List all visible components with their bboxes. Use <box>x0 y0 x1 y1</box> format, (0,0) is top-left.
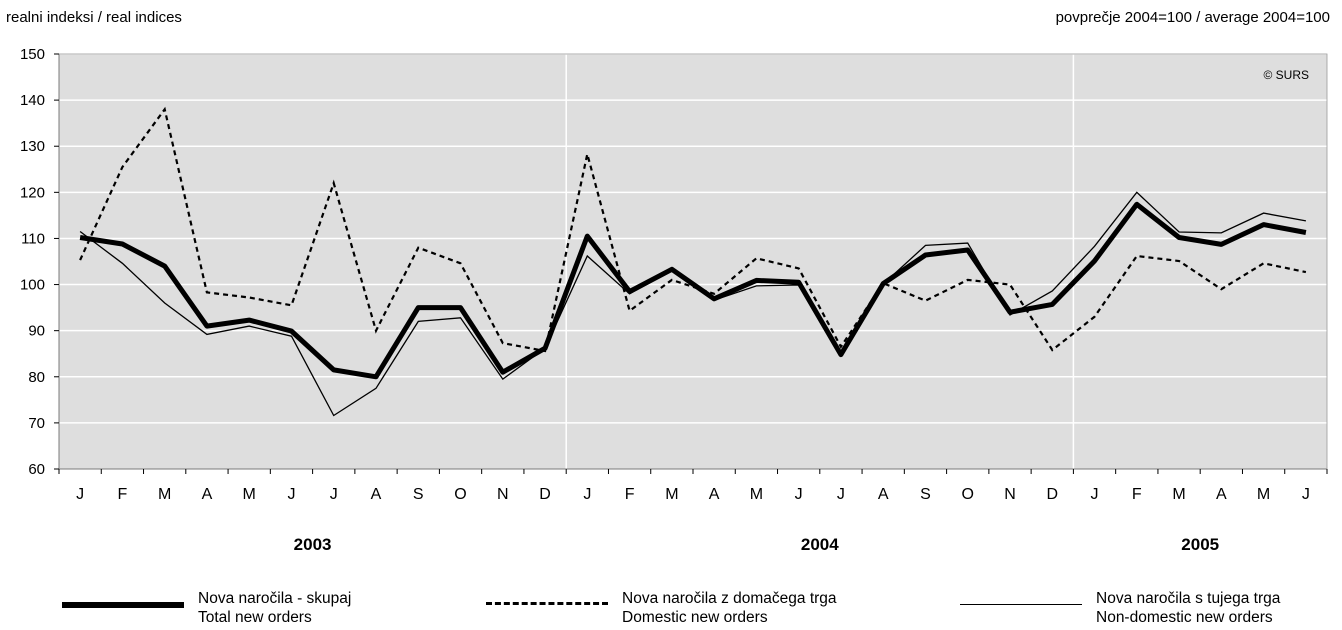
x-tick-label: M <box>1257 486 1270 503</box>
legend-label-nondomestic-en: Non-domestic new orders <box>1096 609 1273 626</box>
legend-item-nondomestic: Nova naročila s tujega trga Non-domestic… <box>960 589 1280 627</box>
y-tick-label: 140 <box>20 92 45 109</box>
x-tick-label: J <box>837 486 845 503</box>
base-label: povprečje 2004=100 / average 2004=100 <box>1055 9 1330 26</box>
x-tick-label: S <box>920 486 931 503</box>
legend-item-domestic: Nova naročila z domačega trga Domestic n… <box>486 589 837 627</box>
x-tick-label: A <box>709 486 720 503</box>
y-tick-label: 80 <box>28 369 45 386</box>
plot-area <box>59 54 1327 469</box>
x-tick-label: J <box>287 486 295 503</box>
x-tick-label: O <box>962 486 974 503</box>
x-tick-label: J <box>330 486 338 503</box>
y-tick-label: 110 <box>21 230 45 247</box>
year-label: 2003 <box>294 535 332 554</box>
units-label: realni indeksi / real indices <box>6 9 182 26</box>
x-tick-label: A <box>202 486 213 503</box>
x-tick-label: M <box>1172 486 1185 503</box>
y-tick-label: 70 <box>28 415 45 432</box>
legend-label-domestic-sl: Nova naročila z domačega trga <box>622 590 837 607</box>
y-tick-label: 100 <box>20 277 45 294</box>
x-tick-label: J <box>795 486 803 503</box>
y-tick-label: 90 <box>28 323 45 340</box>
year-labels: 2003 2004 2005 <box>294 535 1219 554</box>
x-tick-label: M <box>158 486 171 503</box>
x-tick-label: J <box>76 486 84 503</box>
y-tick-label: 60 <box>28 461 45 478</box>
line-chart: 150 140 130 120 110 100 90 80 70 60 J F M A M J J A S O N D J… <box>20 46 1328 554</box>
x-tick-label: A <box>878 486 889 503</box>
legend-label-total-sl: Nova naročila - skupaj <box>198 590 352 607</box>
x-tick-label: M <box>750 486 763 503</box>
series-line-thick <box>79 201 1307 380</box>
y-tick-label: 120 <box>20 184 45 201</box>
x-tick-label: N <box>1004 486 1016 503</box>
year-dividers <box>565 54 1075 469</box>
legend-swatch-thin <box>960 604 1082 605</box>
y-axis-ticks: 150 140 130 120 110 100 90 80 70 60 <box>20 46 59 478</box>
y-tick-label: 130 <box>20 138 45 155</box>
x-tick-label: F <box>1132 486 1142 503</box>
legend-item-total: Nova naročila - skupaj Total new orders <box>62 589 351 627</box>
x-tick-label: A <box>1216 486 1227 503</box>
legend-swatch-thick <box>62 602 184 608</box>
year-label: 2005 <box>1181 535 1219 554</box>
legend-label-nondomestic-sl: Nova naročila s tujega trga <box>1096 590 1281 607</box>
x-tick-label: M <box>243 486 256 503</box>
x-tick-label: F <box>118 486 128 503</box>
year-label: 2004 <box>801 535 839 554</box>
copyright-credit: © SURS <box>1263 68 1309 82</box>
x-tick-label: D <box>1046 486 1058 503</box>
x-tick-label: M <box>665 486 678 503</box>
x-tick-label: J <box>1091 486 1099 503</box>
x-tick-label: F <box>625 486 635 503</box>
x-tick-label: S <box>413 486 424 503</box>
x-tick-label: D <box>539 486 551 503</box>
legend-label-total-en: Total new orders <box>198 609 312 626</box>
legend-label-domestic-en: Domestic new orders <box>622 609 768 626</box>
y-tick-label: 150 <box>20 46 45 63</box>
legend-swatch-dashed <box>486 602 608 605</box>
x-tick-label: N <box>497 486 509 503</box>
x-tick-label: J <box>583 486 591 503</box>
series-lines <box>79 106 1307 417</box>
x-tick-label: O <box>454 486 466 503</box>
x-tick-label: J <box>1302 486 1310 503</box>
x-tick-label: A <box>371 486 382 503</box>
